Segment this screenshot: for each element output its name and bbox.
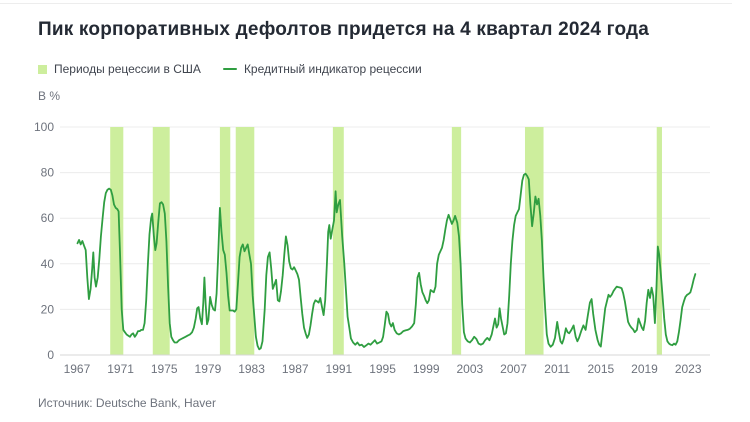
x-tick-label-1971: 1971 bbox=[107, 362, 134, 376]
recession-band-6 bbox=[524, 127, 544, 355]
chart-title: Пик корпоративных дефолтов придется на 4… bbox=[38, 19, 650, 40]
y-axis-unit-label: В % bbox=[38, 89, 61, 103]
legend-item-credit-indicator: Кредитный индикатор рецессии bbox=[222, 62, 422, 76]
recession-band-4 bbox=[332, 127, 344, 355]
recession-band-0 bbox=[110, 127, 124, 355]
y-tick-label-100: 100 bbox=[34, 120, 54, 134]
top-divider bbox=[0, 3, 732, 4]
x-tick-label-2023: 2023 bbox=[675, 362, 702, 376]
recession-band-7 bbox=[656, 127, 662, 355]
y-tick-label-20: 20 bbox=[41, 302, 55, 316]
y-tick-label-0: 0 bbox=[47, 348, 54, 362]
legend: Периоды рецессии в США Кредитный индикат… bbox=[38, 62, 422, 76]
x-tick-label-1991: 1991 bbox=[326, 362, 353, 376]
x-tick-label-1967: 1967 bbox=[64, 362, 91, 376]
x-tick-label-1983: 1983 bbox=[238, 362, 265, 376]
x-tick-label-1995: 1995 bbox=[369, 362, 396, 376]
x-tick-label-2003: 2003 bbox=[457, 362, 484, 376]
y-tick-label-60: 60 bbox=[41, 211, 55, 225]
x-tick-label-1975: 1975 bbox=[151, 362, 178, 376]
recession-band-3 bbox=[235, 127, 255, 355]
recession-band-1 bbox=[152, 127, 170, 355]
x-tick-label-2007: 2007 bbox=[500, 362, 527, 376]
x-tick-label-2019: 2019 bbox=[631, 362, 658, 376]
recession-band-2 bbox=[219, 127, 231, 355]
legend-label-indicator: Кредитный индикатор рецессии bbox=[243, 62, 422, 76]
x-tick-label-1987: 1987 bbox=[282, 362, 309, 376]
line-swatch-icon bbox=[222, 67, 237, 71]
series-line-0 bbox=[76, 172, 697, 351]
y-tick-label-40: 40 bbox=[41, 257, 55, 271]
legend-item-recession-periods: Периоды рецессии в США bbox=[38, 62, 201, 76]
y-tick-label-80: 80 bbox=[41, 166, 55, 180]
legend-label-recession: Периоды рецессии в США bbox=[54, 62, 201, 76]
x-tick-label-2015: 2015 bbox=[587, 362, 614, 376]
x-tick-label-1979: 1979 bbox=[195, 362, 222, 376]
recession-band-5 bbox=[451, 127, 462, 355]
recession-swatch-icon bbox=[38, 64, 47, 74]
x-tick-label-1999: 1999 bbox=[413, 362, 440, 376]
x-tick-label-2011: 2011 bbox=[544, 362, 570, 376]
source-note: Источник: Deutsche Bank, Haver bbox=[38, 396, 216, 410]
